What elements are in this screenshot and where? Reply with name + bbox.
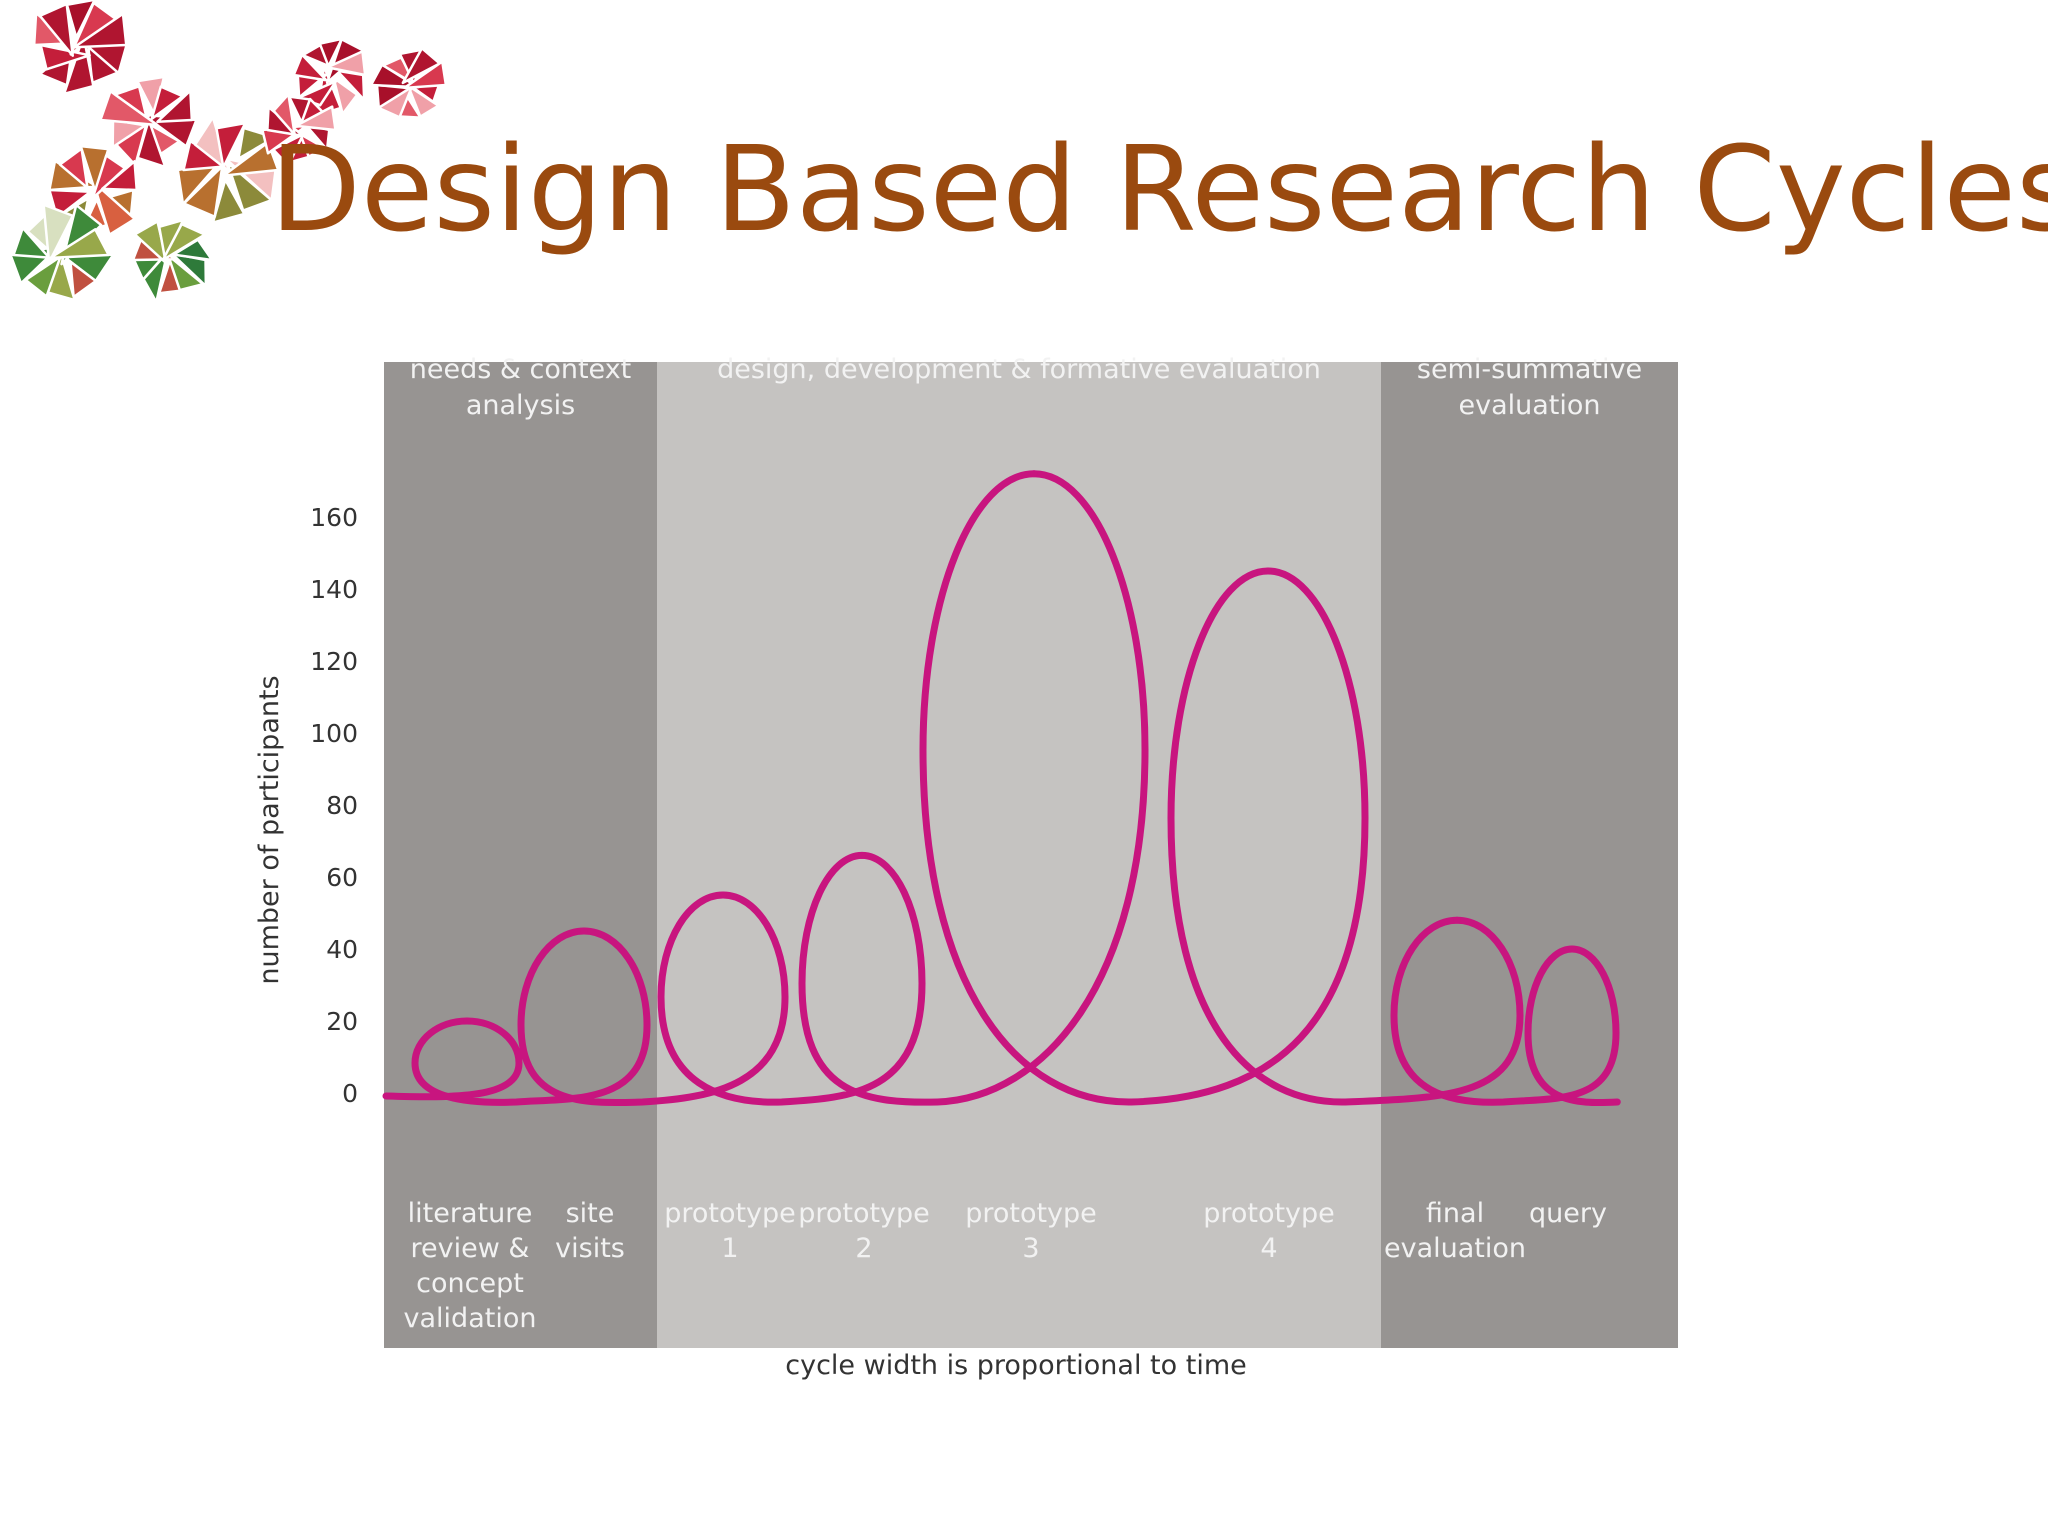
participant-loops (382, 470, 1621, 1107)
cycle-labels: literature review & concept validation site v… (404, 1198, 1607, 1334)
cycle-label-3: prototype 1 (664, 1198, 796, 1264)
phase-band-3 (1381, 362, 1678, 1348)
logo-cluster-1 (32, 0, 128, 96)
y-axis-title: number of participants (254, 675, 285, 984)
cycle-peak-1 (463, 1017, 471, 1025)
y-tick-label: 40 (326, 935, 358, 964)
slide-title: Design Based Research Cycles (270, 120, 2048, 258)
cycle-peak-2 (580, 927, 588, 935)
cycle-label-2: site visits (555, 1198, 625, 1264)
phase-bands (384, 362, 1678, 1348)
cycle-peak-3 (719, 891, 727, 899)
phase-labels: needs & context analysis design, developme… (410, 354, 1642, 421)
phase-band-1 (384, 362, 657, 1348)
y-tick-label: 60 (326, 863, 358, 892)
logo-cluster-8 (131, 218, 214, 304)
cycle-label-5: prototype 3 (965, 1198, 1097, 1264)
phase-band-2 (657, 362, 1381, 1348)
logo-cluster-4 (369, 47, 448, 119)
cycle-label-4: prototype 2 (798, 1198, 930, 1264)
phase-label-1: needs & context analysis (410, 354, 632, 421)
logo-cluster-5 (176, 116, 280, 224)
logo-cluster-6 (48, 144, 138, 236)
y-tick-label: 0 (342, 1079, 358, 1108)
cycle-label-7: final evaluation (1384, 1198, 1526, 1264)
phase-label-3: semi-summative evaluation (1417, 354, 1642, 421)
x-axis-title: cycle width is proportional to time (785, 1350, 1246, 1381)
cycle-peak-6 (1264, 567, 1272, 575)
phase-label-2: design, development & formative evaluati… (717, 354, 1321, 385)
cycle-label-6: prototype 4 (1203, 1198, 1335, 1264)
cycle-peak-4 (858, 851, 866, 859)
y-tick-label: 20 (326, 1007, 358, 1036)
y-tick-label: 80 (326, 791, 358, 820)
y-tick-label: 160 (310, 503, 358, 532)
y-tick-label: 140 (310, 575, 358, 604)
logo-cluster-3 (292, 37, 367, 117)
logo-cluster-7 (9, 203, 115, 302)
cycle-loop-line (382, 470, 1621, 1107)
cycle-peak-5 (1030, 470, 1038, 478)
logo-cluster-9 (261, 93, 337, 167)
cycle-label-8: query (1529, 1198, 1607, 1229)
cycle-peak-8 (1568, 945, 1576, 953)
y-tick-label: 120 (310, 647, 358, 676)
cycle-label-1: literature review & concept validation (404, 1198, 537, 1334)
logo-cluster-2 (99, 75, 198, 169)
logo-icon (9, 0, 448, 304)
y-tick-label: 100 (310, 719, 358, 748)
y-axis-ticks: 0 20 40 60 80 100 120 140 160 (310, 503, 358, 1108)
cycle-peak-7 (1453, 916, 1461, 924)
